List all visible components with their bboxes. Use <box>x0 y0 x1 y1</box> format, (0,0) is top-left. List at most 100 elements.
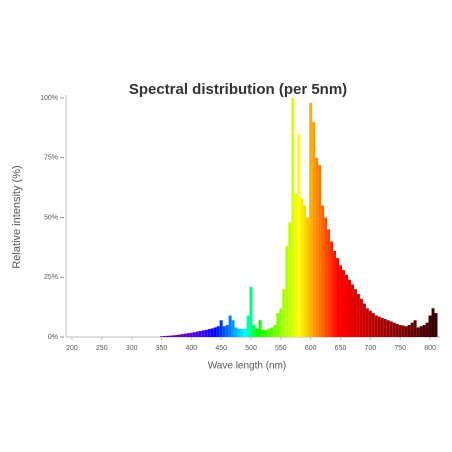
bar <box>368 310 372 337</box>
y-tick-label: 100% <box>40 95 58 102</box>
bar <box>306 217 310 337</box>
x-tick-label: 200 <box>66 345 78 352</box>
bar <box>321 205 325 337</box>
x-tick-label: 250 <box>96 345 108 352</box>
chart-title: Spectral distribution (per 5nm) <box>129 81 347 98</box>
bar <box>345 274 348 337</box>
bar <box>177 334 181 337</box>
bar <box>180 334 184 337</box>
x-tick-label: 600 <box>305 345 317 352</box>
bar <box>353 289 357 337</box>
bar <box>428 315 432 337</box>
bar <box>318 164 322 337</box>
bar <box>228 315 232 337</box>
bar <box>419 326 423 337</box>
bar <box>162 336 166 337</box>
x-tick-label: 750 <box>394 345 406 352</box>
bar <box>216 326 220 337</box>
bar <box>413 320 417 337</box>
bar <box>431 308 435 337</box>
x-tick-label: 800 <box>424 345 436 352</box>
bar <box>333 250 337 337</box>
bar <box>309 102 313 337</box>
bar <box>291 98 295 337</box>
bar <box>339 265 343 337</box>
bar <box>210 328 214 337</box>
x-tick-label: 550 <box>275 345 287 352</box>
bar <box>255 328 259 337</box>
bar <box>288 222 292 337</box>
bar <box>347 279 351 337</box>
y-tick-label: 50% <box>44 214 58 221</box>
bar <box>219 320 223 337</box>
bar <box>356 293 360 337</box>
bar <box>276 313 280 337</box>
bar <box>258 320 262 337</box>
bar <box>261 329 265 337</box>
bar <box>168 335 172 337</box>
bar <box>294 193 298 337</box>
x-tick-label: 350 <box>156 345 168 352</box>
bar <box>395 323 399 337</box>
bar <box>392 322 396 337</box>
bar <box>300 198 304 337</box>
bar <box>336 258 340 337</box>
x-axis-label: Wave length (nm) <box>208 361 287 372</box>
bar <box>222 326 226 337</box>
x-tick-label: 700 <box>365 345 377 352</box>
bar <box>303 205 307 337</box>
bar <box>383 319 387 337</box>
bar <box>324 217 328 337</box>
bar <box>285 246 289 337</box>
x-tick-label: 450 <box>215 345 227 352</box>
bar <box>207 329 211 337</box>
bar <box>386 320 390 337</box>
bar <box>186 333 190 337</box>
bar <box>404 326 408 337</box>
bar <box>273 325 277 337</box>
bar <box>359 298 363 337</box>
bar <box>243 328 247 337</box>
bar <box>201 330 205 337</box>
bar <box>425 322 429 337</box>
bar <box>195 331 199 337</box>
y-tick-label: 25% <box>44 274 58 281</box>
bar <box>183 333 187 337</box>
bar <box>362 303 366 337</box>
bar <box>252 325 256 337</box>
x-tick-label: 400 <box>185 345 197 352</box>
bar <box>189 332 193 337</box>
bar <box>377 316 381 337</box>
bar <box>350 284 354 337</box>
bar <box>407 325 411 337</box>
bar <box>204 329 208 337</box>
bar <box>282 289 286 337</box>
bar <box>312 121 316 338</box>
bar <box>213 327 217 337</box>
bar <box>234 327 238 337</box>
bar <box>330 241 334 337</box>
bar <box>410 322 414 337</box>
bar <box>237 328 241 337</box>
bar <box>389 321 393 337</box>
y-tick-label: 0% <box>48 334 58 341</box>
bar <box>434 313 438 337</box>
y-axis-label: Relative intensity (%) <box>11 165 23 268</box>
bar <box>297 133 301 337</box>
bar <box>192 332 196 337</box>
bar <box>279 308 283 337</box>
bar <box>240 329 244 337</box>
x-tick-label: 650 <box>335 345 347 352</box>
bar <box>416 327 420 337</box>
bar <box>174 335 178 337</box>
bar <box>264 329 268 337</box>
bar <box>380 317 384 337</box>
bar <box>270 327 274 337</box>
bar <box>374 315 378 337</box>
bar <box>371 313 375 337</box>
bar <box>365 308 369 337</box>
x-tick-label: 300 <box>126 345 138 352</box>
bar <box>198 331 202 337</box>
bar <box>267 328 271 337</box>
